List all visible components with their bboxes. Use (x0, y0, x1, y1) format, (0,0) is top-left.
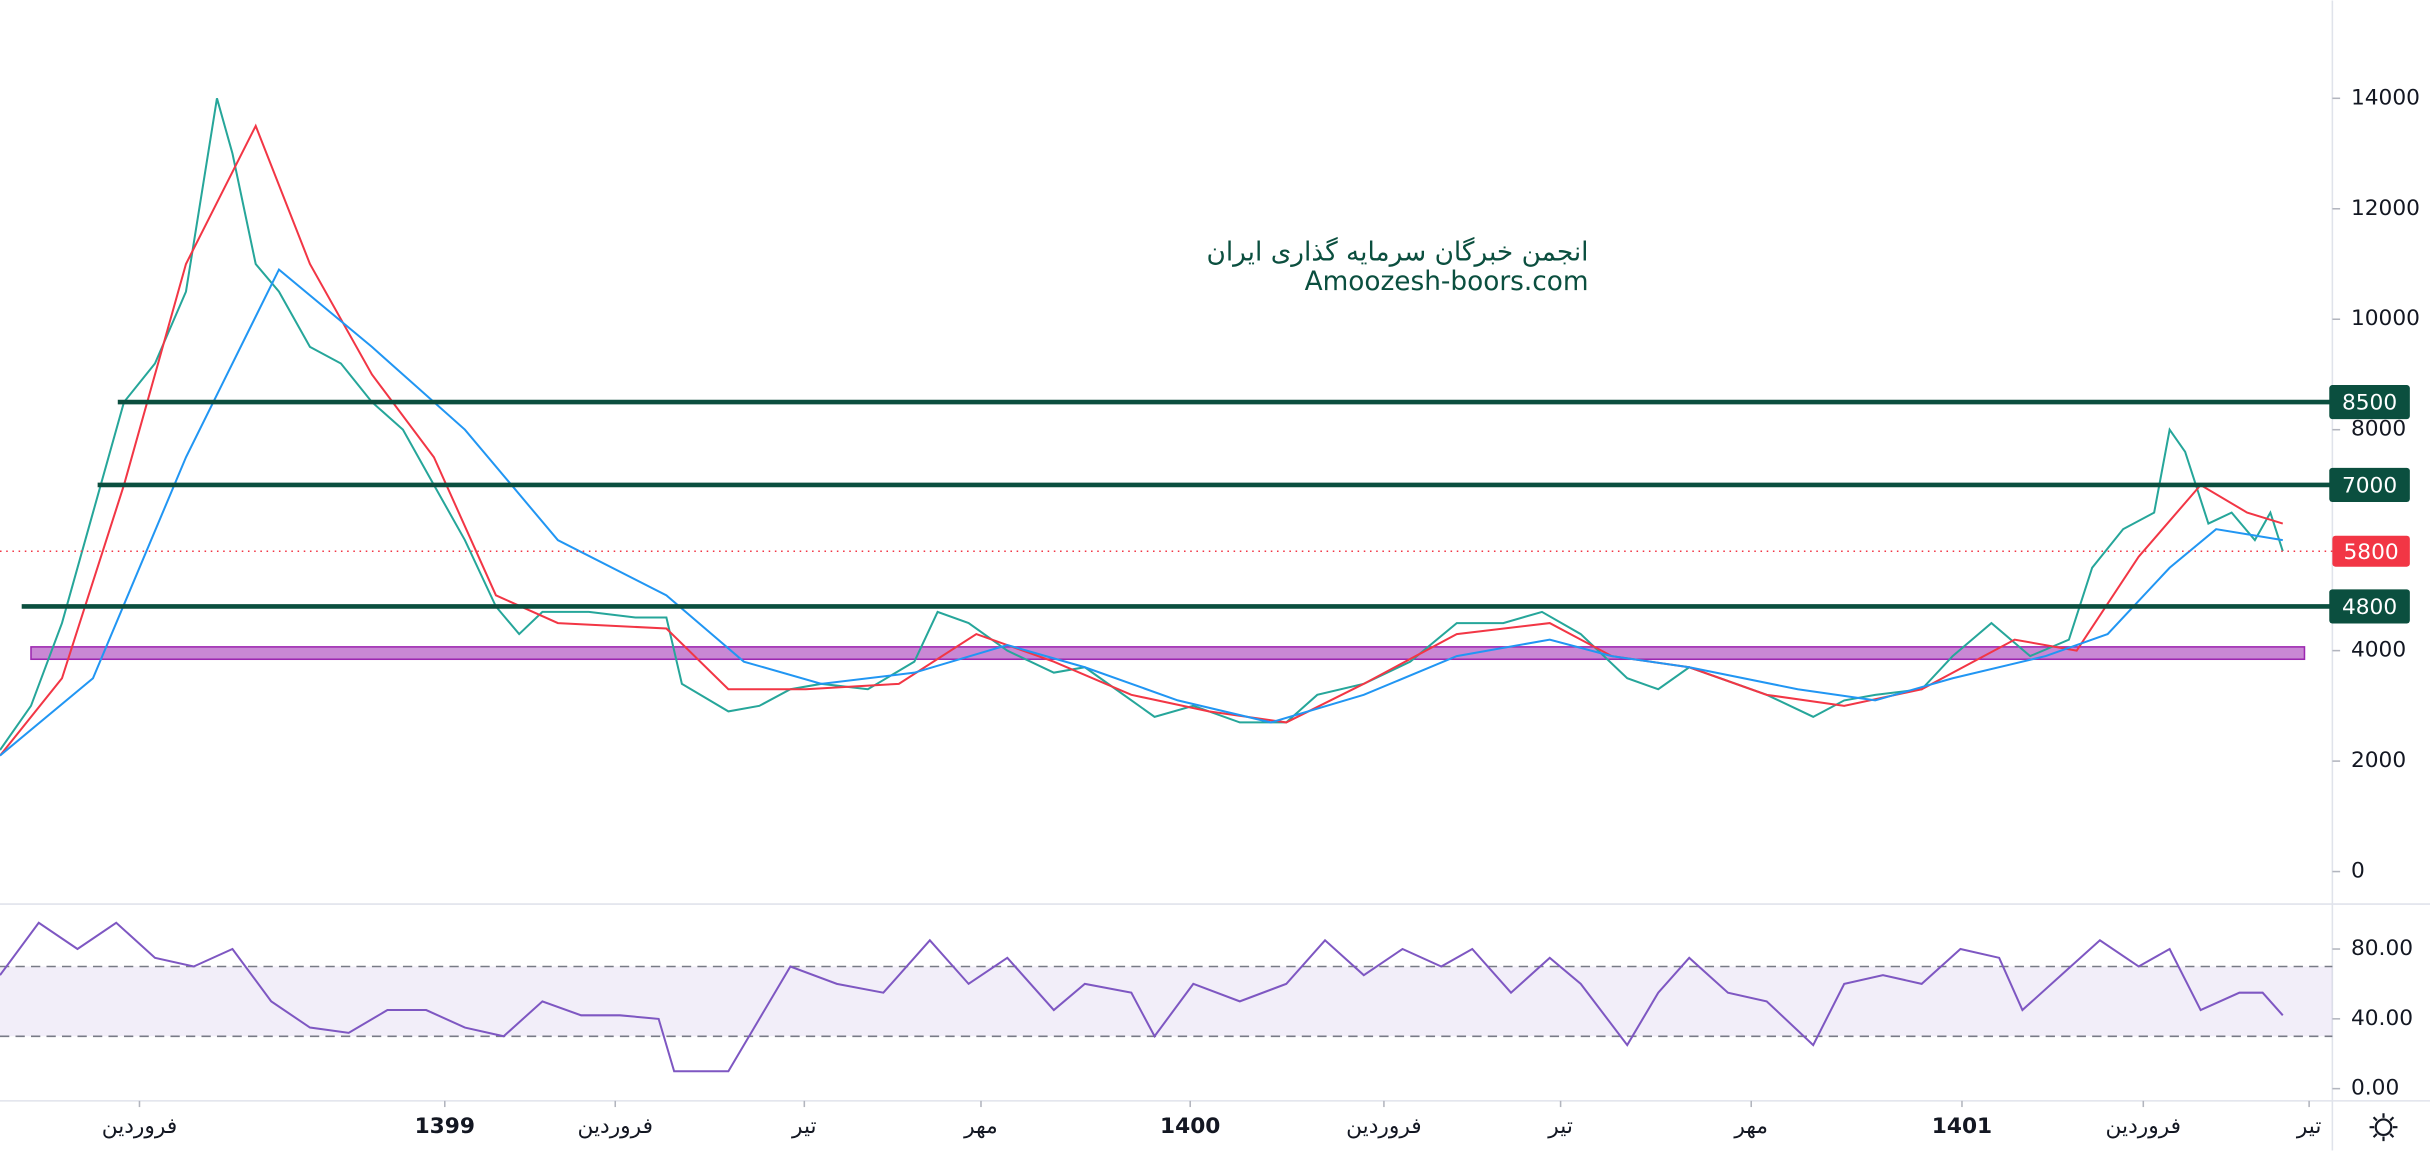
x-tick-label: مهر (963, 1114, 998, 1139)
level-box (2329, 385, 2410, 420)
watermark: Amoozesh-boors.com (1305, 267, 1589, 297)
watermark: انجمن خبرگان سرمایه گذاری ایران (1207, 237, 1589, 268)
settings-icon[interactable] (2369, 1113, 2398, 1142)
y-tick-label: 0.00 (2351, 1076, 2399, 1101)
x-tick-label: 1401 (1932, 1114, 1992, 1139)
x-tick-label: 1400 (1160, 1114, 1220, 1139)
y-tick-label: 14000 (2351, 85, 2420, 110)
x-tick-label: تیر (1547, 1114, 1573, 1139)
series-line (0, 267, 2283, 757)
y-tick-label: 40.00 (2351, 1006, 2413, 1031)
y-tick-label: 4000 (2351, 638, 2406, 663)
level-box (2329, 467, 2410, 502)
series-line (0, 921, 2284, 1073)
x-tick-label: فروردین (2106, 1114, 2181, 1139)
series-line (0, 123, 2284, 757)
x-tick-label: فروردین (102, 1114, 177, 1139)
x-tick-label: تیر (791, 1114, 817, 1139)
y-tick-label: 80.00 (2351, 936, 2413, 961)
y-tick-label: 12000 (2351, 196, 2420, 221)
x-tick-label: مهر (1733, 1114, 1768, 1139)
y-tick-label: 10000 (2351, 306, 2420, 331)
y-tick-label: 2000 (2351, 748, 2406, 773)
y-tick-label: 0 (2351, 859, 2365, 884)
level-box (2329, 589, 2410, 624)
level-label: 7000 (2342, 473, 2397, 498)
support-zone (30, 646, 2306, 661)
y-tick-label: 8000 (2351, 417, 2406, 442)
last-price-label: 5800 (2344, 540, 2399, 565)
level-label: 4800 (2342, 595, 2397, 620)
x-tick-label: فروردین (578, 1114, 653, 1139)
x-tick-label: تیر (2296, 1114, 2322, 1139)
x-tick-label: فروردین (1346, 1114, 1421, 1139)
last-price-box (2332, 535, 2410, 567)
x-tick-label: 1399 (415, 1114, 475, 1139)
level-label: 8500 (2342, 391, 2397, 416)
series-line (0, 98, 2284, 751)
rsi-band-fill (0, 966, 2333, 1037)
